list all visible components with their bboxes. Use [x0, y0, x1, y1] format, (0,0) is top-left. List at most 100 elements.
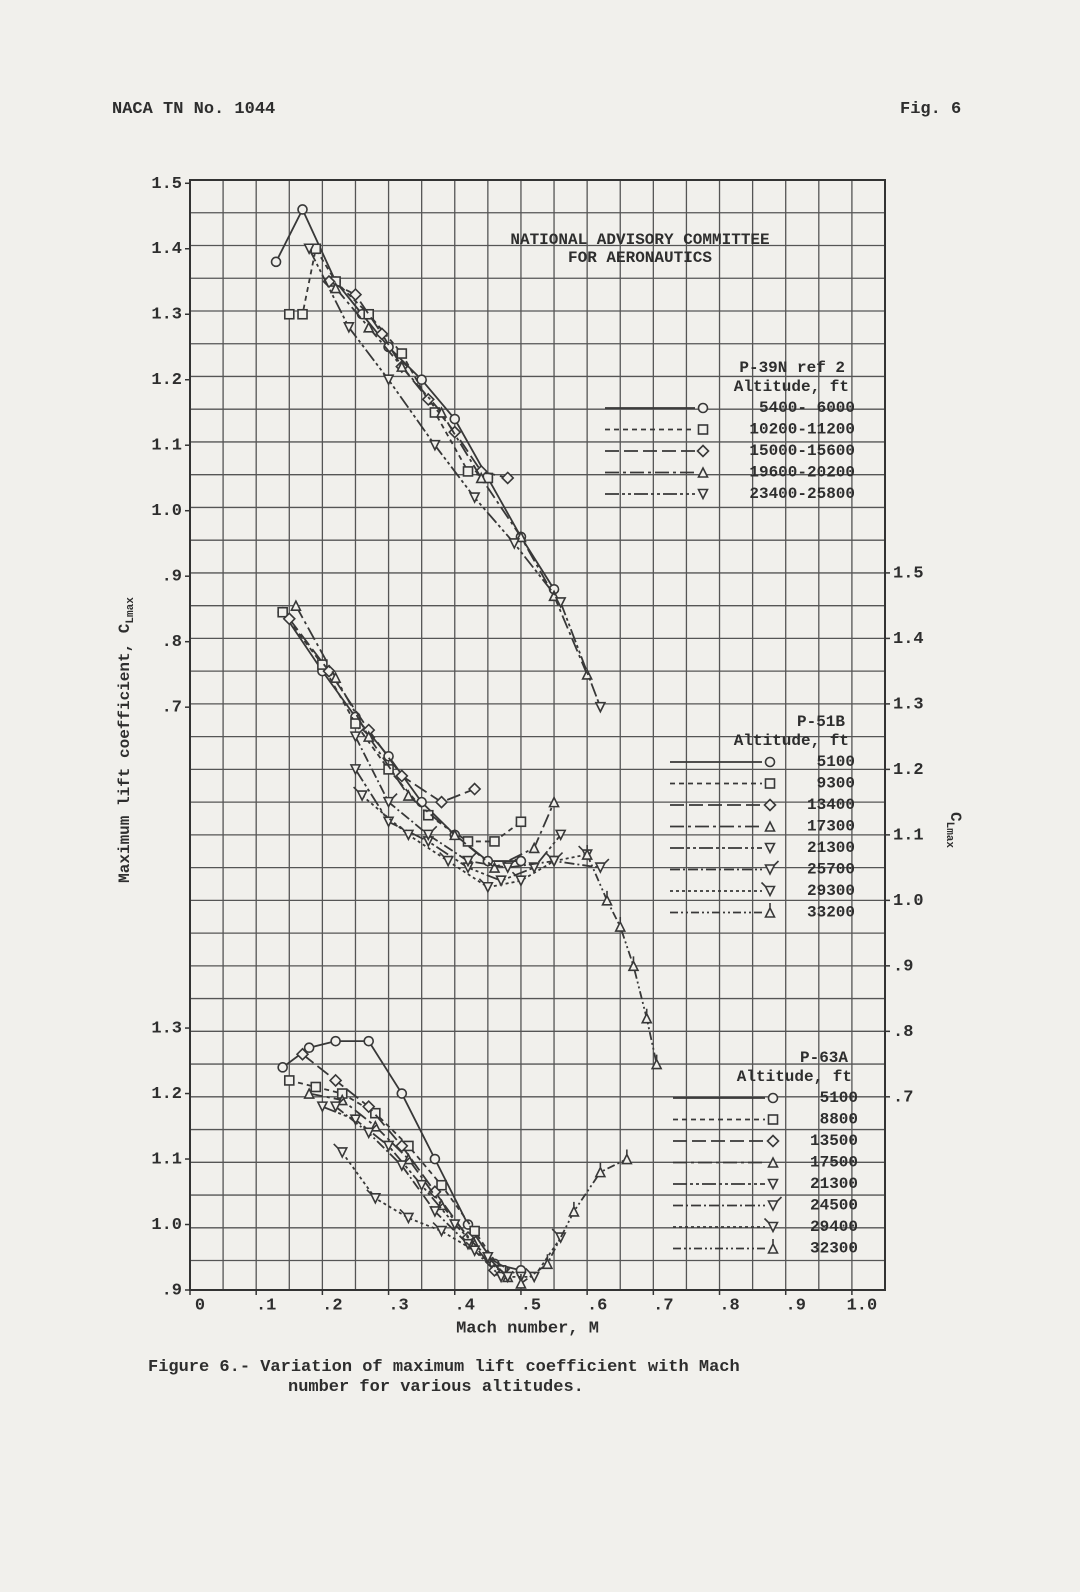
- x-tick-label: 1.0: [847, 1296, 878, 1315]
- marker: [554, 597, 567, 609]
- marker: [349, 764, 362, 776]
- marker: [329, 1097, 345, 1113]
- marker: [594, 701, 607, 714]
- marker: [348, 287, 363, 302]
- marker: [310, 1081, 322, 1093]
- marker: [515, 855, 527, 867]
- plot-frame: [189, 179, 886, 1291]
- marker: [366, 1189, 382, 1205]
- marker: [489, 836, 500, 847]
- marker: [282, 612, 296, 626]
- y-tick-label: 1.4: [151, 240, 182, 259]
- marker: [568, 1201, 580, 1217]
- series-line: [281, 611, 522, 843]
- x-tick-label: .9: [786, 1296, 806, 1315]
- marker: [468, 492, 481, 504]
- marker: [329, 281, 342, 294]
- y-tick-label: 1.2: [893, 761, 924, 780]
- marker: [353, 786, 368, 802]
- legend-label: 21300: [810, 1175, 858, 1193]
- legend-marker: [766, 1134, 780, 1148]
- marker: [448, 828, 461, 841]
- marker: [329, 671, 342, 683]
- legend-label: 24500: [810, 1197, 858, 1215]
- legend-label: 25700: [807, 861, 855, 879]
- legend-label: 29300: [807, 882, 855, 900]
- y-tick-label: .7: [893, 1088, 913, 1107]
- marker: [362, 1123, 378, 1140]
- series-line: [520, 1158, 628, 1285]
- legend-marker: [764, 842, 776, 855]
- legend-marker: [696, 444, 710, 458]
- y-axis-label-main: C: [946, 812, 964, 822]
- marker: [330, 1035, 341, 1047]
- marker: [467, 782, 482, 796]
- marker: [515, 816, 527, 828]
- marker: [439, 851, 454, 868]
- marker: [283, 1075, 295, 1086]
- y-tick-label: .9: [162, 1281, 182, 1300]
- marker: [382, 793, 398, 809]
- marker: [548, 795, 560, 808]
- marker: [650, 1054, 663, 1070]
- marker: [297, 204, 308, 215]
- marker: [382, 816, 395, 829]
- annotation: FOR AERONAUTICS: [568, 249, 712, 267]
- legend-label: 5400- 6000: [759, 399, 855, 417]
- marker: [362, 321, 375, 333]
- x-tick-label: .6: [587, 1296, 607, 1315]
- series-line: [334, 287, 588, 675]
- y-tick-label: 1.3: [151, 1020, 182, 1039]
- legend-marker: [697, 424, 709, 435]
- legend-marker: [764, 903, 776, 918]
- series-line: [586, 854, 658, 1065]
- legend-subtitle: Altitude, ft: [734, 378, 849, 396]
- x-tick-label: 0: [195, 1296, 205, 1315]
- y-tick-label: .8: [893, 1023, 913, 1042]
- marker: [270, 256, 282, 268]
- y-axis-label: CLmax: [943, 812, 964, 848]
- marker: [399, 1208, 415, 1225]
- marker: [429, 1153, 441, 1165]
- marker: [621, 1149, 633, 1165]
- marker: [488, 861, 501, 873]
- legend-label: 5100: [817, 753, 855, 771]
- legend-marker: [767, 1239, 779, 1254]
- marker: [614, 917, 627, 932]
- marker: [475, 471, 488, 484]
- marker: [328, 1073, 343, 1088]
- y-tick-label: 1.0: [893, 892, 924, 911]
- legend-label: 9300: [817, 775, 855, 793]
- legend-label: 19600-20200: [749, 464, 855, 482]
- marker: [554, 829, 567, 842]
- y-tick-label: 1.1: [151, 437, 182, 456]
- legend-marker: [763, 798, 777, 812]
- x-tick-label: .5: [521, 1296, 541, 1315]
- marker: [363, 1035, 375, 1047]
- series-line: [361, 794, 588, 889]
- marker: [362, 730, 375, 742]
- marker: [462, 851, 478, 868]
- marker: [478, 878, 494, 894]
- marker: [396, 360, 408, 372]
- series-line: [288, 618, 475, 804]
- marker: [316, 1101, 329, 1113]
- marker: [508, 538, 521, 550]
- legend-title: P-63A: [800, 1049, 848, 1067]
- legend-marker: [764, 778, 776, 789]
- legend-marker: [767, 1114, 779, 1125]
- marker: [498, 1267, 514, 1284]
- marker: [317, 659, 328, 670]
- legend-marker: [764, 860, 780, 876]
- series-line: [328, 280, 508, 479]
- marker: [383, 750, 394, 762]
- y-tick-label: 1.0: [151, 1216, 182, 1235]
- legend-marker: [764, 756, 776, 768]
- legend-label: 17300: [807, 818, 855, 836]
- marker: [434, 795, 449, 809]
- marker: [501, 858, 517, 874]
- x-tick-label: .8: [719, 1296, 739, 1315]
- legend-label: 32300: [810, 1240, 858, 1258]
- y-tick-label: 1.1: [151, 1151, 182, 1170]
- marker: [482, 1251, 494, 1264]
